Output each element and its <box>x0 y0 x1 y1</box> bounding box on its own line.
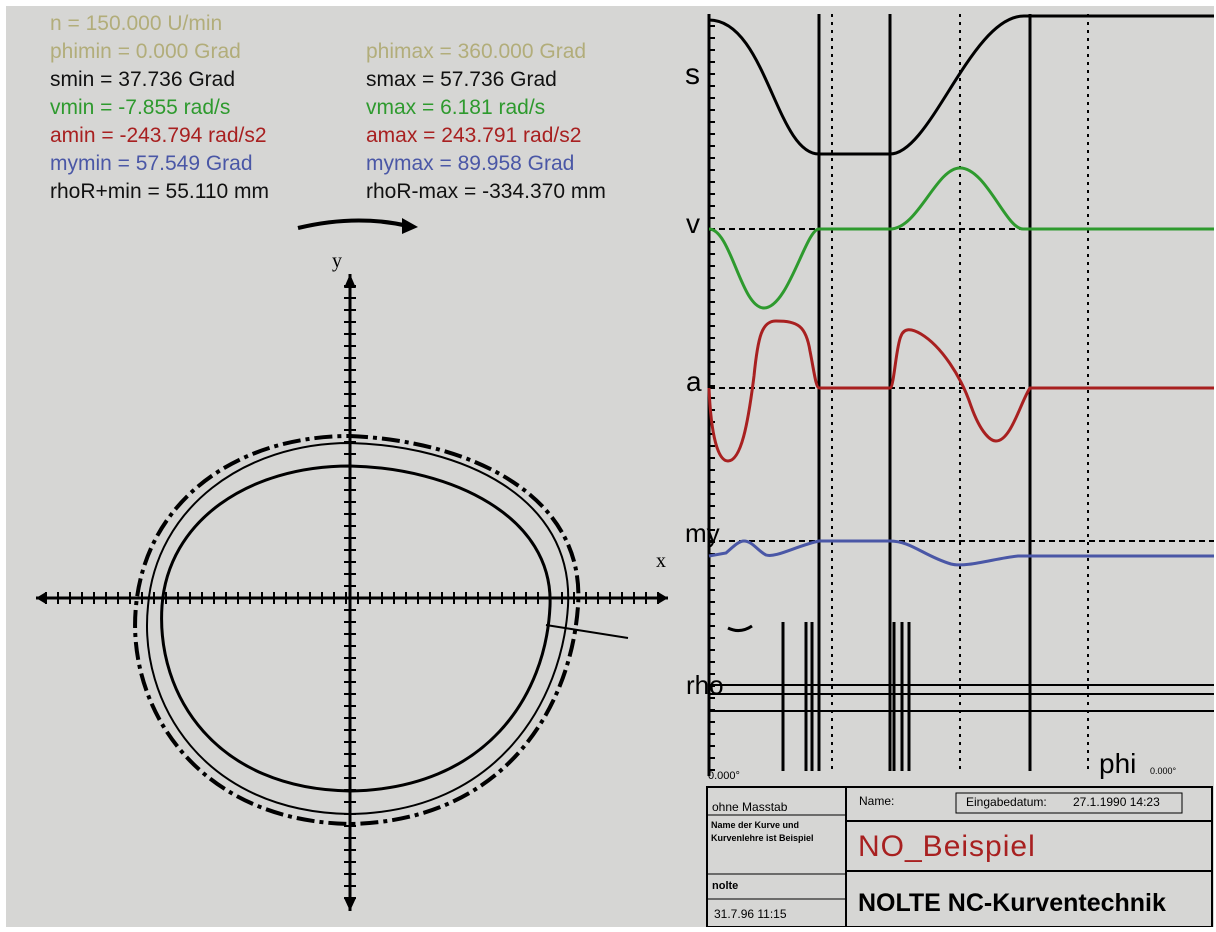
title-date-value: 27.1.1990 14:23 <box>1073 795 1160 809</box>
title-scale: ohne Masstab <box>712 800 788 814</box>
title-description: Name der Kurve und Kurvenlehre ist Beisp… <box>711 820 814 843</box>
label-phi-end: 0.000° <box>1150 766 1177 776</box>
curve-v <box>708 166 1214 310</box>
cam-plot-canvas <box>36 14 1214 927</box>
param-amax: amax = 243.791 rad/s2 <box>366 124 582 147</box>
y-axis-ticks <box>344 285 356 899</box>
curve-s <box>708 14 1214 156</box>
x-axis-ticks <box>45 592 659 604</box>
motion-axis-ticks <box>709 25 715 771</box>
cam-axes <box>36 274 668 911</box>
cam-outer-contour <box>133 433 581 827</box>
label-v: v <box>686 208 700 239</box>
param-amin: amin = -243.794 rad/s2 <box>50 124 267 147</box>
label-phi-start: 0.000° <box>708 770 740 782</box>
rotation-arrow-icon <box>297 218 418 234</box>
label-rho: rho <box>686 670 724 700</box>
motion-diagram <box>707 14 1214 776</box>
title-date-label: Eingabedatum: <box>966 795 1047 809</box>
param-phimax: phimax = 360.000 Grad <box>366 40 587 63</box>
label-a: a <box>686 366 702 397</box>
title-timestamp: 31.7.96 11:15 <box>714 907 787 921</box>
label-my: my <box>685 518 720 548</box>
param-phimin: phimin = 0.000 Grad <box>50 40 241 63</box>
follower-normal-line <box>545 624 629 639</box>
cam-y-axis-label: y <box>332 250 342 272</box>
param-mymin: mymin = 57.549 Grad <box>50 152 253 175</box>
title-company: NOLTE NC-Kurventechnik <box>858 889 1166 917</box>
curve-a <box>707 319 1214 463</box>
title-user: nolte <box>712 880 739 892</box>
param-rhoRminusmax: rhoR-max = -334.370 mm <box>366 180 606 203</box>
title-block <box>706 786 1213 927</box>
param-vmin: vmin = -7.855 rad/s <box>50 96 231 119</box>
param-vmax: vmax = 6.181 rad/s <box>366 96 546 119</box>
cam-profile <box>133 433 629 827</box>
curve-my <box>708 539 1214 567</box>
param-n: n = 150.000 U/min <box>50 12 223 35</box>
drawing-area: n = 150.000 U/min phimin = 0.000 Grad ph… <box>6 6 1214 927</box>
param-smin: smin = 37.736 Grad <box>50 68 236 91</box>
rho-plot <box>709 622 1214 771</box>
title-name-value: NO_Beispiel <box>858 830 1036 863</box>
param-rhoRplusmin: rhoR+min = 55.110 mm <box>50 180 270 203</box>
param-mymax: mymax = 89.958 Grad <box>366 152 575 175</box>
cam-x-axis-label: x <box>656 550 666 572</box>
cam-pitch-curve <box>146 441 570 816</box>
label-phi: phi <box>1099 748 1137 779</box>
label-s: s <box>685 58 700 91</box>
title-name-label: Name: <box>859 794 895 808</box>
param-smax: smax = 57.736 Grad <box>366 68 557 91</box>
